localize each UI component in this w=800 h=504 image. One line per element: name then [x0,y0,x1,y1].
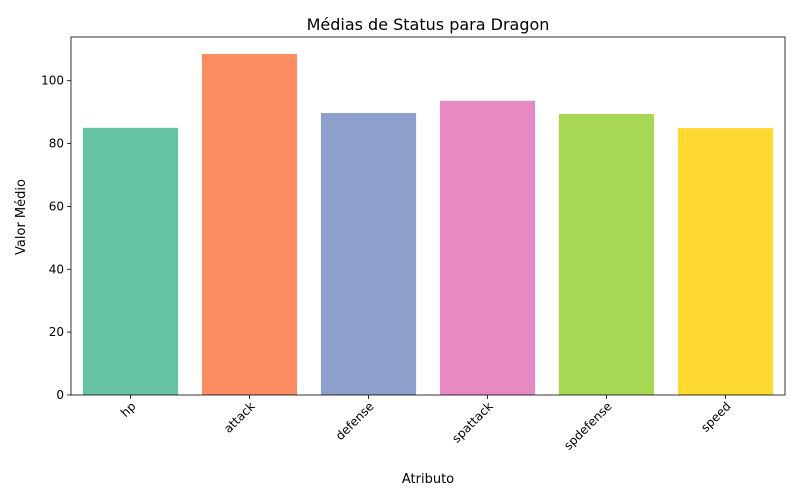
y-tick-label: 100 [41,74,64,88]
x-tick-label: speed [698,399,734,435]
x-axis-ticks: hp attack defense spattack spdefense speed [118,395,734,453]
x-tick-label: hp [118,399,139,420]
x-tick-label: spattack [449,399,495,445]
chart-title: Médias de Status para Dragon [307,15,550,34]
bar-spattack [439,100,536,395]
y-tick-label: 60 [49,199,64,213]
y-tick-label: 20 [49,325,64,339]
bar-attack [201,53,298,395]
x-tick-label: attack [221,399,258,436]
axes-layer [70,36,786,396]
x-tick-label: defense [333,399,377,443]
bars-layer [82,53,774,395]
bar-hp [82,127,179,395]
y-tick-label: 80 [49,137,64,151]
x-tick-label: spdefense [561,399,615,453]
x-axis-label: Atributo [402,472,454,487]
y-tick-label: 0 [56,388,64,402]
plot-frame [70,36,786,396]
y-tick-label: 40 [49,262,64,276]
y-axis-label: Valor Médio [14,179,29,255]
bar-defense [320,113,417,395]
bar-speed [677,128,774,395]
bar-spdefense [558,114,655,395]
y-axis-ticks: 0 20 40 60 80 100 [41,74,71,402]
